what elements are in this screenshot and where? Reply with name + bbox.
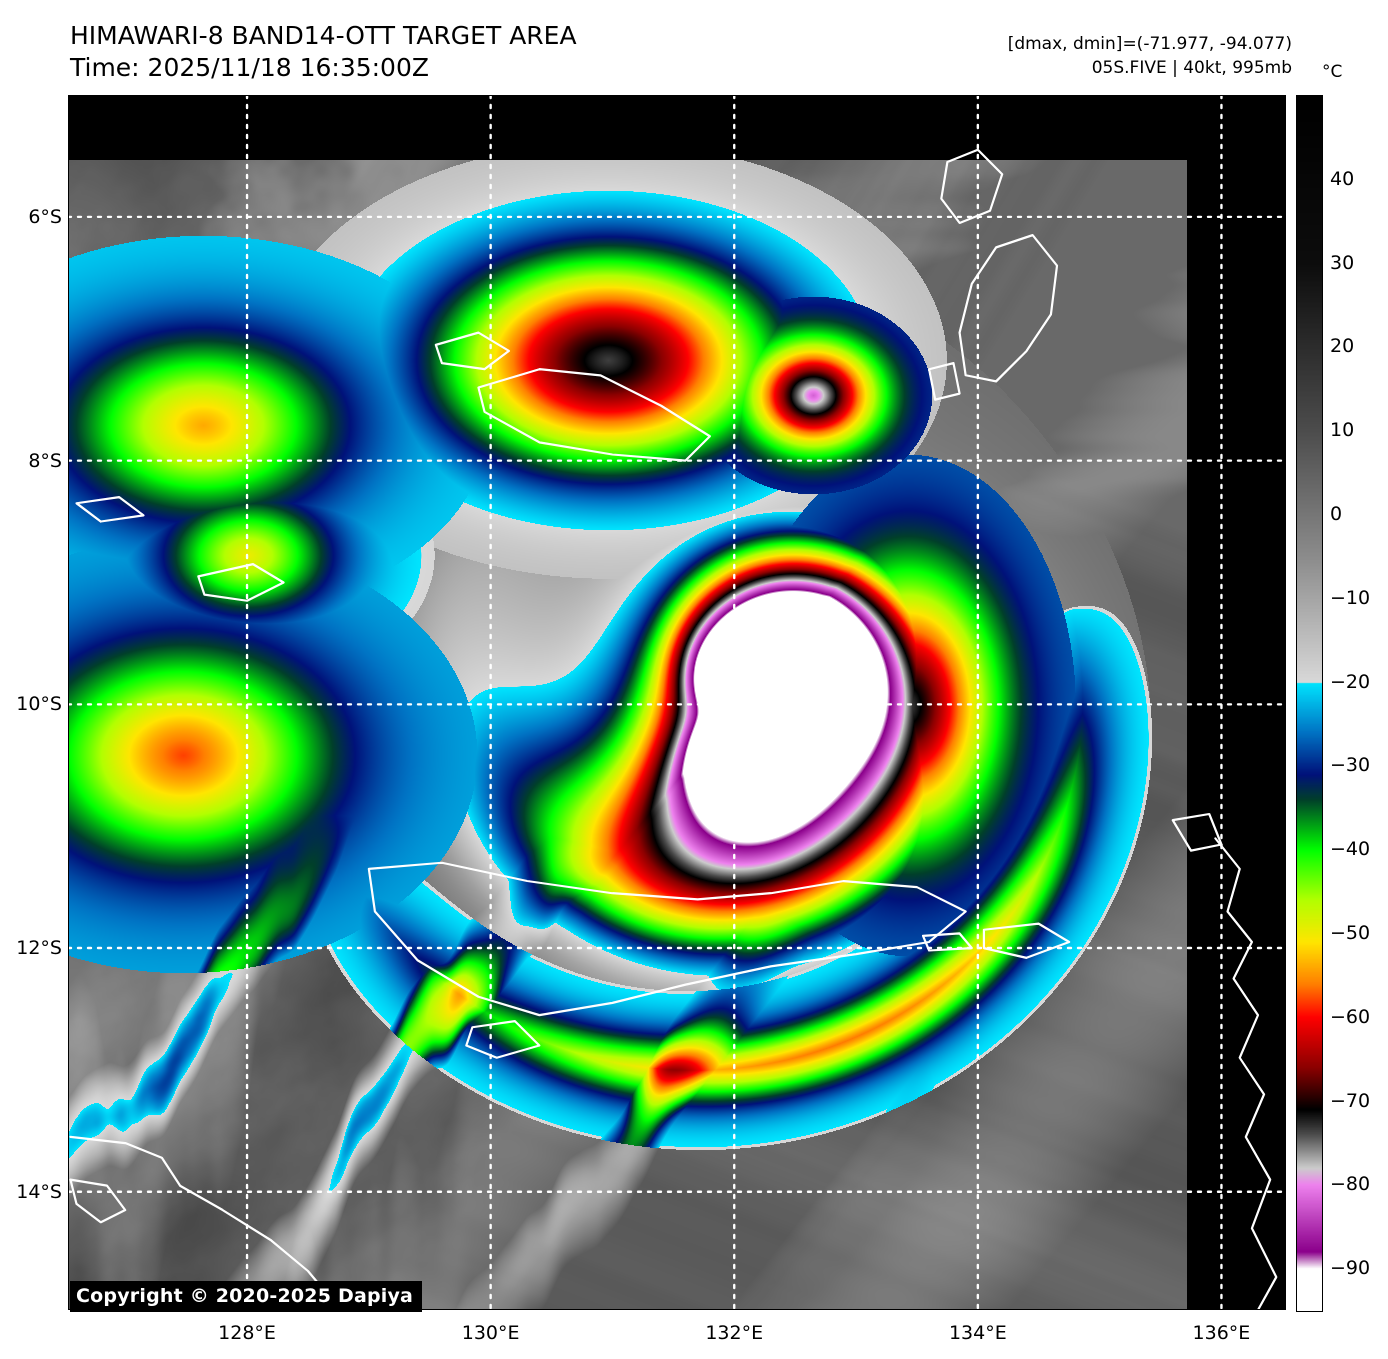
colorbar bbox=[1296, 95, 1323, 1312]
colorbar-tick-label: −90 bbox=[1330, 1257, 1371, 1280]
colorbar-tick-label: 10 bbox=[1330, 419, 1355, 442]
y-tick-label: 12°S bbox=[16, 937, 62, 960]
y-tick-label: 8°S bbox=[28, 449, 62, 472]
colorbar-tick-label: −70 bbox=[1330, 1089, 1371, 1112]
colorbar-tick-label: −50 bbox=[1330, 921, 1371, 944]
dmax-dmin-readout: [dmax, dmin]=(-71.977, -94.077) bbox=[1007, 34, 1292, 54]
x-tick-label: 134°E bbox=[948, 1322, 1007, 1344]
satellite-ir-canvas bbox=[68, 95, 1286, 1310]
colorbar-units-label: °C bbox=[1322, 62, 1343, 82]
colorbar-tick-label: −80 bbox=[1330, 1173, 1371, 1196]
colorbar-gradient bbox=[1297, 96, 1322, 1311]
y-tick-label: 10°S bbox=[16, 693, 62, 716]
colorbar-tick-label: −30 bbox=[1330, 754, 1371, 777]
colorbar-tick-label: −60 bbox=[1330, 1005, 1371, 1028]
colorbar-tick-label: 30 bbox=[1330, 251, 1355, 274]
title-line-1: HIMAWARI-8 BAND14-OTT TARGET AREA bbox=[70, 21, 577, 50]
colorbar-tick-label: 20 bbox=[1330, 335, 1355, 358]
satellite-image-plot bbox=[68, 95, 1286, 1310]
y-tick-label: 14°S bbox=[16, 1180, 62, 1203]
title-line-2: Time: 2025/11/18 16:35:00Z bbox=[70, 53, 429, 82]
header-info: [dmax, dmin]=(-71.977, -94.077) 05S.FIVE… bbox=[1008, 32, 1292, 80]
colorbar-tick-label: −10 bbox=[1330, 586, 1371, 609]
colorbar-tick-label: 0 bbox=[1330, 502, 1343, 525]
x-tick-label: 130°E bbox=[461, 1322, 520, 1344]
storm-info: 05S.FIVE | 40kt, 995mb bbox=[1091, 58, 1292, 78]
colorbar-tick-label: −20 bbox=[1330, 670, 1371, 693]
colorbar-tick-label: 40 bbox=[1330, 167, 1355, 190]
colorbar-tick-label: −40 bbox=[1330, 838, 1371, 861]
x-tick-label: 132°E bbox=[705, 1322, 764, 1344]
x-tick-label: 128°E bbox=[218, 1322, 276, 1344]
copyright-notice: Copyright © 2020-2025 Dapiya bbox=[70, 1281, 423, 1312]
x-tick-label: 136°E bbox=[1192, 1322, 1251, 1344]
y-tick-label: 6°S bbox=[28, 205, 62, 228]
page-title: HIMAWARI-8 BAND14-OTT TARGET AREA Time: … bbox=[70, 20, 577, 84]
